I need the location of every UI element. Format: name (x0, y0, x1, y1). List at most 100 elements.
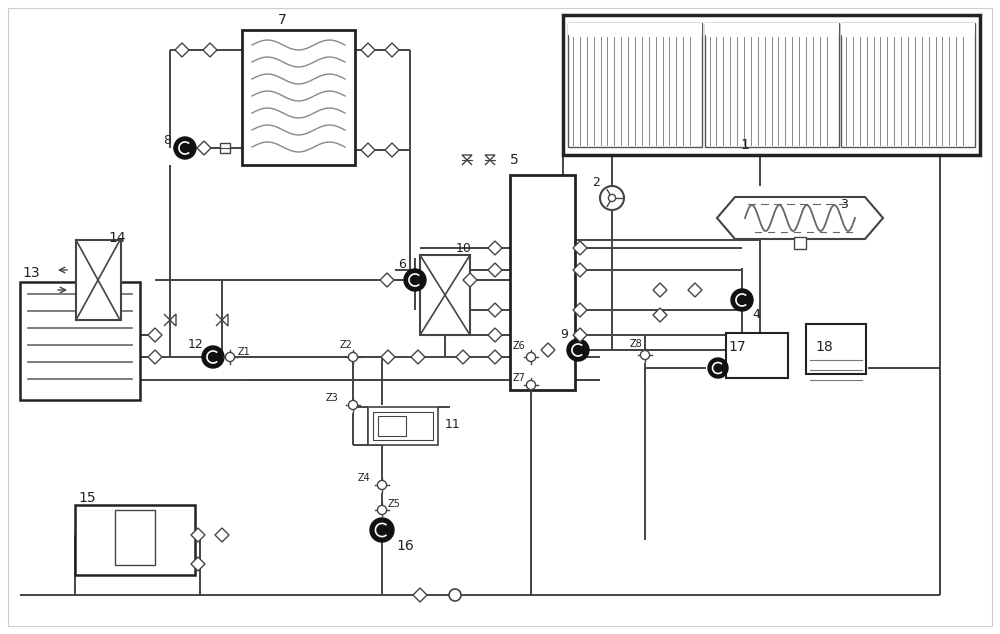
Circle shape (370, 518, 394, 542)
Bar (704, 23, 838, 35)
Text: Z7: Z7 (513, 373, 526, 383)
Bar (420, 255, 470, 335)
Polygon shape (413, 588, 427, 602)
Polygon shape (380, 273, 394, 287)
Bar (220, 143, 230, 153)
Polygon shape (488, 303, 502, 317)
Polygon shape (488, 241, 502, 255)
Polygon shape (688, 283, 702, 297)
Polygon shape (197, 141, 211, 155)
Bar (242, 30, 355, 165)
Text: Z4: Z4 (358, 473, 371, 483)
Polygon shape (148, 350, 162, 364)
Text: 12: 12 (188, 339, 204, 351)
Bar (726, 333, 788, 378)
Text: Z5: Z5 (388, 499, 401, 509)
Polygon shape (488, 263, 502, 277)
Circle shape (377, 505, 387, 515)
Text: 4: 4 (752, 307, 760, 321)
Polygon shape (411, 350, 425, 364)
Polygon shape (653, 308, 667, 322)
Polygon shape (215, 528, 229, 542)
Text: Z2: Z2 (340, 340, 353, 350)
Circle shape (202, 346, 224, 368)
Polygon shape (573, 241, 587, 255)
Bar (806, 324, 866, 374)
Circle shape (567, 339, 589, 361)
Bar (841, 23, 975, 35)
Polygon shape (573, 303, 587, 317)
Polygon shape (488, 350, 502, 364)
Bar (373, 412, 433, 440)
Circle shape (608, 195, 616, 202)
Bar (569, 27, 701, 37)
Bar (378, 416, 406, 436)
Polygon shape (385, 143, 399, 157)
Circle shape (708, 358, 728, 378)
Text: 14: 14 (108, 231, 126, 245)
Polygon shape (463, 273, 477, 287)
Polygon shape (653, 283, 667, 297)
Bar (706, 27, 838, 37)
Polygon shape (361, 143, 375, 157)
Circle shape (225, 353, 235, 361)
Polygon shape (717, 197, 883, 239)
Circle shape (449, 589, 461, 601)
Polygon shape (203, 43, 217, 57)
Bar (510, 175, 575, 390)
Circle shape (174, 137, 196, 159)
Text: 3: 3 (840, 198, 848, 212)
Circle shape (526, 380, 536, 389)
Text: 11: 11 (445, 418, 461, 432)
Text: 18: 18 (815, 340, 833, 354)
Bar (568, 23, 702, 35)
Circle shape (404, 269, 426, 291)
Polygon shape (385, 43, 399, 57)
Bar (20, 282, 140, 400)
Text: 2: 2 (592, 176, 600, 188)
Bar (794, 237, 806, 249)
Text: 6: 6 (398, 257, 406, 271)
Circle shape (640, 351, 650, 359)
Text: Z1: Z1 (238, 347, 251, 357)
Text: 15: 15 (78, 491, 96, 505)
Circle shape (600, 186, 624, 210)
Polygon shape (488, 328, 502, 342)
Text: 13: 13 (22, 266, 40, 280)
Polygon shape (456, 350, 470, 364)
Bar (704, 23, 838, 147)
Text: 1: 1 (740, 138, 749, 152)
Circle shape (526, 353, 536, 361)
Bar (568, 23, 702, 147)
Bar (563, 15, 980, 155)
Text: 8: 8 (163, 134, 171, 146)
Circle shape (348, 353, 358, 361)
Polygon shape (191, 528, 205, 542)
Polygon shape (191, 557, 205, 571)
Bar (75, 505, 195, 575)
Text: Z6: Z6 (513, 341, 526, 351)
Text: 7: 7 (278, 13, 287, 27)
Text: 5: 5 (510, 153, 519, 167)
Circle shape (348, 401, 358, 410)
Polygon shape (361, 43, 375, 57)
Polygon shape (573, 328, 587, 342)
Polygon shape (381, 350, 395, 364)
Text: Z8: Z8 (630, 339, 643, 349)
Text: Z3: Z3 (326, 393, 339, 403)
Text: 16: 16 (396, 539, 414, 553)
Text: 17: 17 (728, 340, 746, 354)
Circle shape (377, 481, 387, 489)
Bar (368, 407, 438, 445)
Bar (842, 27, 974, 37)
Polygon shape (175, 43, 189, 57)
Text: 10: 10 (456, 242, 472, 254)
Polygon shape (541, 343, 555, 357)
Bar (841, 23, 975, 147)
Bar (76, 240, 121, 320)
Polygon shape (573, 263, 587, 277)
Circle shape (731, 289, 753, 311)
Text: 9: 9 (560, 328, 568, 340)
Polygon shape (148, 328, 162, 342)
Bar (115, 510, 155, 565)
